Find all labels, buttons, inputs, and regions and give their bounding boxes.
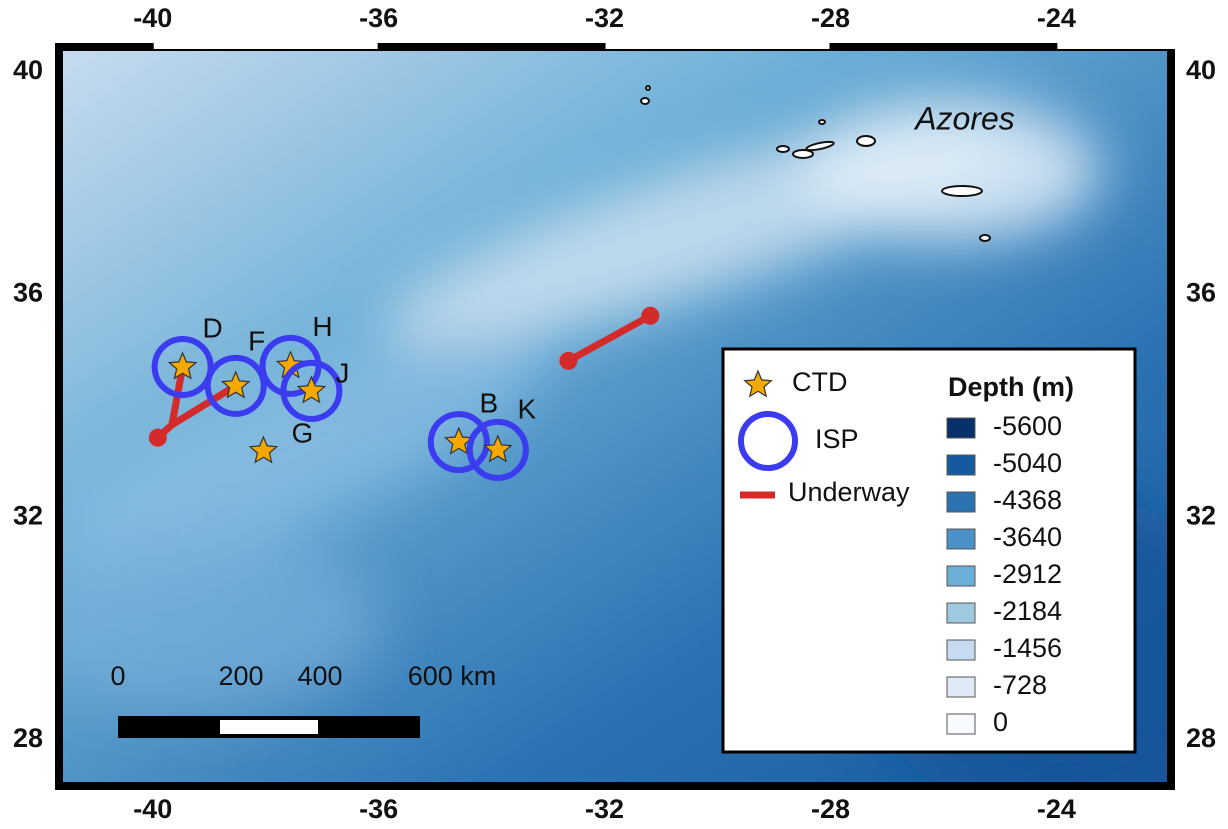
legend-label: -2912 — [993, 559, 1062, 589]
y-tick-label: 40 — [13, 55, 43, 85]
legend-swatch — [947, 566, 975, 586]
station-label: J — [335, 357, 349, 388]
legend-label: -728 — [993, 670, 1047, 700]
map-figure: Azores -40 -40 -36 -36 -32 -32 -28 -28 -24 -24 28 2… — [0, 0, 1228, 829]
legend — [723, 349, 1135, 752]
x-tick-label: -32 — [585, 3, 624, 33]
y-tick-label: 36 — [1186, 278, 1216, 308]
x-tick-label: -28 — [811, 3, 850, 33]
scale-bar-white — [220, 720, 318, 734]
legend-label: -1456 — [993, 633, 1062, 663]
station-label: H — [312, 311, 332, 342]
x-tick-label: -36 — [359, 3, 398, 33]
x-tick-label: -24 — [1037, 3, 1076, 33]
x-tick-label: -24 — [1037, 794, 1076, 824]
station-label: F — [248, 325, 265, 356]
frame-segment — [1056, 43, 1175, 49]
legend-box — [723, 349, 1135, 752]
y-tick-label: 28 — [13, 723, 43, 753]
legend-swatch — [947, 529, 975, 549]
scale-label: 400 — [297, 661, 342, 691]
x-tick-label: -40 — [133, 3, 172, 33]
scale-label: 0 — [110, 661, 125, 691]
underway-endpoint — [149, 429, 167, 447]
scale-label: 600 km — [408, 661, 497, 691]
legend-swatch — [947, 492, 975, 512]
y-tick-label: 36 — [13, 278, 43, 308]
legend-label: -4368 — [993, 485, 1062, 515]
station-label: G — [292, 417, 314, 448]
station-label: D — [203, 312, 223, 343]
station-label: K — [517, 393, 536, 424]
legend-label: -2184 — [993, 596, 1062, 626]
legend-title: Depth (m) — [948, 372, 1074, 402]
station-label: B — [479, 387, 498, 418]
y-tick-label: 28 — [1186, 723, 1216, 753]
region-label: Azores — [913, 100, 1015, 136]
x-tick-label: -36 — [359, 794, 398, 824]
underway-endpoint — [641, 307, 659, 325]
legend-label: ISP — [815, 424, 859, 454]
frame-segment — [605, 43, 831, 49]
legend-label: -5040 — [993, 448, 1062, 478]
underway-endpoint — [559, 352, 577, 370]
x-tick-label: -40 — [133, 794, 172, 824]
y-tick-label: 32 — [13, 500, 43, 530]
legend-swatch — [947, 418, 975, 438]
legend-label: CTD — [792, 367, 848, 397]
scale-bar — [118, 716, 420, 738]
x-tick-label: -28 — [811, 794, 850, 824]
legend-swatch — [947, 455, 975, 475]
legend-swatch — [947, 603, 975, 623]
y-tick-label: 40 — [1186, 55, 1216, 85]
y-tick-label: 32 — [1186, 500, 1216, 530]
page: {"map": { "xlim": [-41.73, -21.9], "ylim… — [0, 0, 1228, 829]
frame-segment — [153, 43, 379, 49]
legend-label: -3640 — [993, 522, 1062, 552]
x-tick-label: -32 — [585, 794, 624, 824]
scale-label: 200 — [218, 661, 263, 691]
legend-swatch — [947, 677, 975, 697]
legend-swatch — [947, 714, 975, 734]
legend-label: 0 — [993, 707, 1008, 737]
legend-label: Underway — [788, 477, 910, 507]
legend-label: -5600 — [993, 411, 1062, 441]
legend-swatch — [947, 640, 975, 660]
